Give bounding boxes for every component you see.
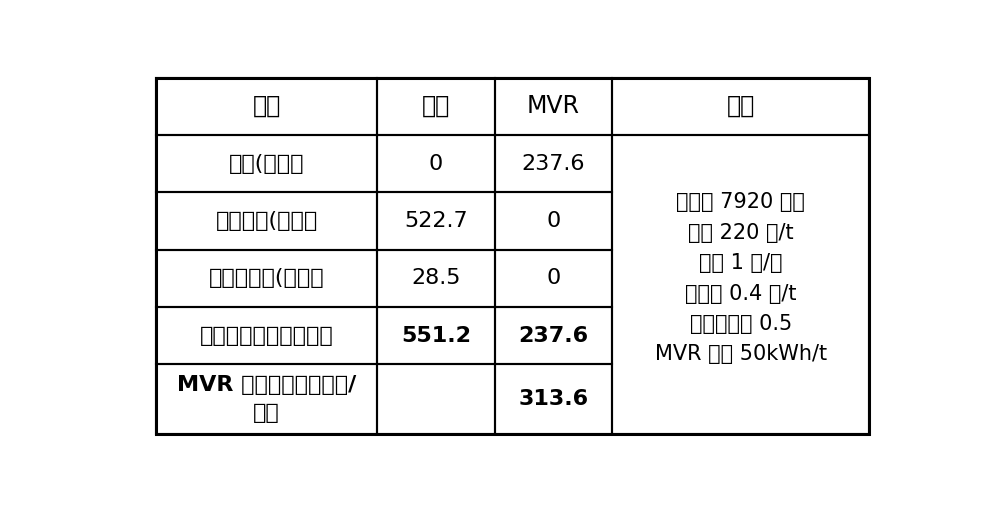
Text: 运行费用合计（万元）: 运行费用合计（万元） [200, 326, 333, 346]
Bar [377, 307, 495, 364]
Text: 313.6: 313.6 [518, 389, 589, 409]
Bar [377, 135, 495, 192]
Text: 年工作 7920 小时
蒸汽 220 元/t
电价 1 元/度
冷却水 0.4 元/t
三效能效比 0.5
MVR 系统 50kWh/t: 年工作 7920 小时 蒸汽 220 元/t 电价 1 元/度 冷却水 0.4 … [655, 192, 827, 364]
Bar [156, 364, 377, 434]
Text: MVR: MVR [527, 94, 580, 118]
Bar [612, 78, 869, 135]
Text: 备注: 备注 [727, 94, 755, 118]
Text: 522.7: 522.7 [404, 211, 468, 231]
Bar [156, 78, 377, 135]
Text: 28.5: 28.5 [411, 268, 461, 288]
Text: 电费(万元）: 电费(万元） [229, 154, 304, 174]
Text: 蒸汽费用(万元）: 蒸汽费用(万元） [215, 211, 318, 231]
Bar [495, 192, 612, 250]
Bar [612, 135, 869, 434]
Text: 方式: 方式 [252, 94, 281, 118]
Bar [377, 78, 495, 135]
Bar [495, 250, 612, 307]
Bar [377, 250, 495, 307]
Text: 551.2: 551.2 [401, 326, 471, 346]
Bar [495, 78, 612, 135]
Bar [156, 192, 377, 250]
Bar [495, 307, 612, 364]
Text: 三效: 三效 [422, 94, 450, 118]
Bar [377, 364, 495, 434]
Text: 237.6: 237.6 [522, 154, 585, 174]
Text: 0: 0 [546, 211, 561, 231]
Text: 0: 0 [546, 268, 561, 288]
Text: MVR 节省的费用（万元/
年）: MVR 节省的费用（万元/ 年） [177, 375, 356, 423]
Bar [495, 364, 612, 434]
Bar [156, 135, 377, 192]
Bar [156, 250, 377, 307]
Bar [156, 307, 377, 364]
Bar [377, 192, 495, 250]
Text: 冷却水费用(万元）: 冷却水费用(万元） [209, 268, 324, 288]
Bar [495, 135, 612, 192]
Text: 237.6: 237.6 [518, 326, 589, 346]
Text: 0: 0 [429, 154, 443, 174]
